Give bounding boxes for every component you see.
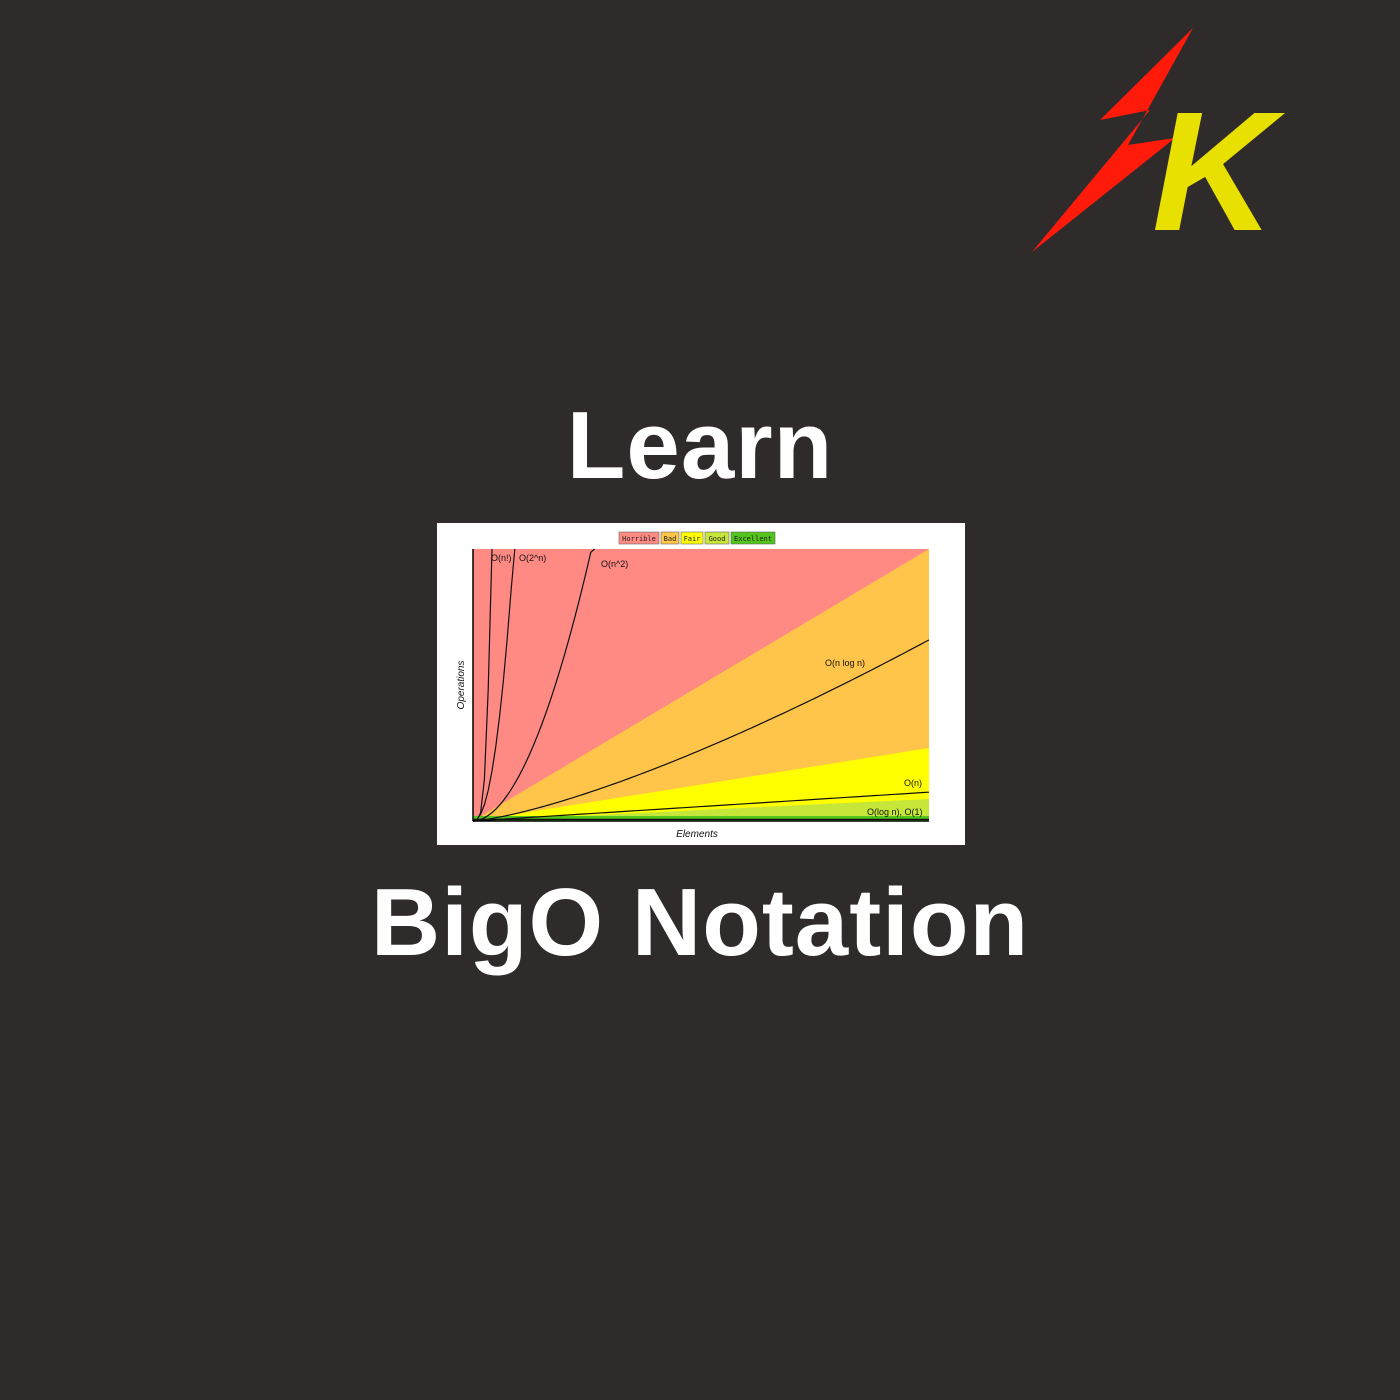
heading-bigo-notation: BigO Notation — [370, 869, 1030, 976]
legend-label: Fair — [684, 535, 701, 543]
chart-svg: O(n!) O(2^n) O(n^2) O(n log n) O(n) O(log n),… — [456, 531, 930, 840]
curve-quadratic — [472, 548, 595, 822]
region-excellent — [473, 816, 929, 821]
legend-swatch — [730, 531, 776, 545]
legend-label: Good — [709, 535, 726, 543]
series-label: O(n log n) — [825, 658, 865, 668]
legend-label: Excellent — [734, 535, 772, 543]
legend-swatch — [680, 531, 704, 545]
legend-label: Bad — [664, 535, 677, 543]
lightning-bolt-icon — [1032, 28, 1193, 252]
region-bad — [473, 549, 929, 821]
curve-linear — [472, 791, 930, 822]
legend-label: Horrible — [622, 535, 656, 543]
x-axis-label: Elements — [676, 829, 718, 840]
heading-learn: Learn — [566, 392, 834, 499]
curve-exponential — [472, 548, 516, 822]
logo-letter: K — [1152, 77, 1286, 260]
brand-logo: K — [1032, 28, 1286, 260]
legend-swatch — [660, 531, 680, 545]
y-axis-label: Operations — [456, 661, 467, 710]
legend-swatch — [704, 531, 730, 545]
bigo-chart: O(n!) O(2^n) O(n^2) O(n log n) O(n) O(log n),… — [437, 523, 965, 845]
legend-swatch — [618, 531, 660, 545]
series-label: O(n^2) — [601, 559, 628, 569]
region-fair — [473, 748, 929, 821]
series-label: O(n!) — [491, 553, 512, 563]
region-good — [473, 799, 929, 821]
series-label: O(log n), O(1) — [867, 807, 923, 817]
series-label: O(2^n) — [519, 553, 546, 563]
curve-nlogn — [472, 639, 930, 822]
series-label: O(n) — [904, 778, 922, 788]
